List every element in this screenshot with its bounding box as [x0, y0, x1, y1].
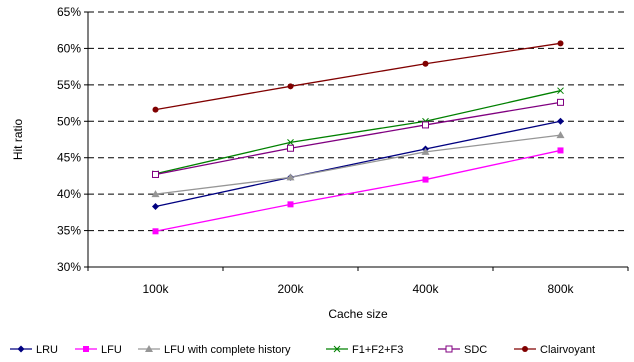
legend-label: LFU — [101, 344, 122, 356]
data-point — [557, 98, 564, 106]
y-tick-label: 60% — [57, 41, 81, 55]
data-point — [152, 106, 159, 113]
x-axis-ticks: 100k 200k 400k 800k — [87, 267, 629, 296]
legend-item: Clairvoyant — [514, 344, 595, 356]
legend-item: F1+F2+F3 — [326, 344, 403, 356]
x-tick-label: 400k — [412, 282, 439, 296]
series-line — [155, 101, 561, 176]
legend-marker — [145, 345, 153, 352]
series-line — [155, 42, 561, 111]
x-tick-label: 100k — [142, 282, 169, 296]
data-point — [422, 176, 429, 183]
y-tick-label: 30% — [57, 260, 81, 274]
y-axis-label: Hit ratio — [11, 119, 25, 161]
data-point — [557, 40, 564, 47]
series-line — [155, 90, 561, 175]
legend-label: LRU — [36, 344, 58, 356]
series-clairvoyant — [152, 40, 564, 113]
legend-marker — [83, 346, 89, 352]
data-point — [152, 170, 159, 178]
legend-item: LFU with complete history — [138, 344, 291, 356]
data-point — [421, 147, 430, 155]
data-point — [152, 203, 159, 211]
data-point — [287, 144, 294, 152]
data-point — [286, 173, 295, 181]
data-point — [287, 201, 294, 208]
y-tick-label: 45% — [57, 151, 81, 165]
legend-label: Clairvoyant — [540, 344, 595, 356]
legend-item: LFU — [75, 344, 122, 356]
series-line — [155, 149, 561, 232]
data-point — [557, 117, 564, 125]
legend-marker — [17, 345, 25, 353]
series-lfu-with-complete-history — [151, 131, 565, 198]
series-group — [151, 40, 565, 235]
data-point — [557, 87, 564, 95]
data-point — [152, 228, 159, 235]
legend-marker — [445, 345, 453, 353]
legend-item: LRU — [10, 344, 58, 356]
legend-item: SDC — [438, 344, 487, 356]
series-line — [155, 120, 561, 208]
x-axis-label: Cache size — [328, 307, 388, 321]
series-line — [155, 134, 561, 195]
x-tick-label: 200k — [277, 282, 304, 296]
series-lfu — [152, 147, 564, 235]
legend: LRU LFU LFU with complete history F1+F2+F3 S… — [10, 344, 595, 356]
data-point — [287, 83, 294, 90]
y-axis-ticks: 30% 35% 40% 45% 50% 55% 60% 65% — [57, 5, 88, 274]
legend-marker — [333, 345, 341, 353]
y-tick-label: 40% — [57, 187, 81, 201]
data-point — [151, 190, 160, 198]
y-tick-label: 55% — [57, 78, 81, 92]
legend-marker — [522, 346, 528, 352]
data-point — [557, 147, 564, 154]
x-tick-label: 800k — [547, 282, 574, 296]
data-point — [422, 60, 429, 67]
data-point — [422, 121, 429, 129]
data-point — [556, 131, 565, 139]
y-tick-label: 35% — [57, 224, 81, 238]
grid-lines — [88, 11, 628, 232]
legend-label: F1+F2+F3 — [352, 344, 403, 356]
y-tick-label: 50% — [57, 114, 81, 128]
legend-label: SDC — [464, 344, 487, 356]
y-tick-label: 65% — [57, 5, 81, 19]
series-sdc — [152, 98, 564, 178]
legend-label: LFU with complete history — [164, 344, 291, 356]
data-point — [287, 139, 294, 146]
